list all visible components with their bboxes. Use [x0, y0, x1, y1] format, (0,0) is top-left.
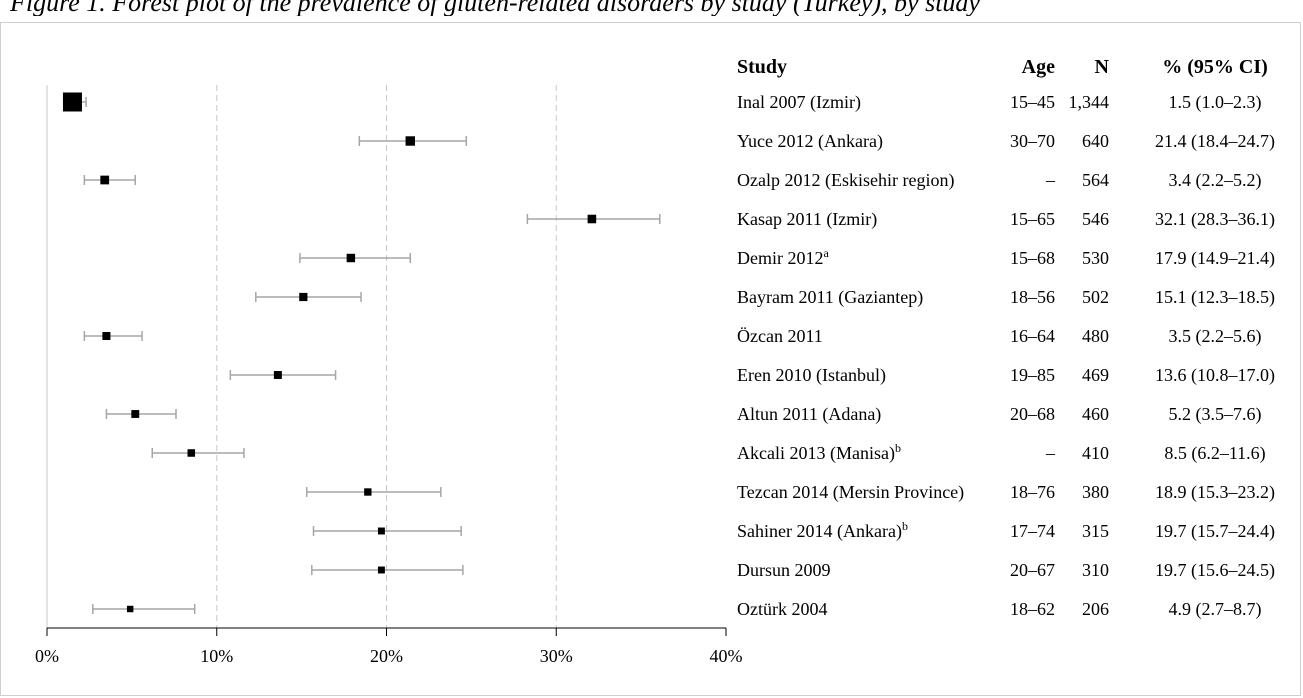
study-age: –: [1045, 170, 1056, 190]
point-estimate-marker: [102, 331, 111, 341]
study-ci: 5.2 (3.5–7.6): [1169, 404, 1262, 425]
study-age: 30–70: [1010, 131, 1055, 151]
study-n: 206: [1082, 599, 1109, 619]
point-estimate-marker: [405, 136, 415, 146]
study-age: 15–68: [1010, 248, 1055, 268]
study-n: 530: [1082, 248, 1109, 268]
study-ci: 32.1 (28.3–36.1): [1155, 209, 1275, 230]
point-estimates: [62, 92, 597, 613]
study-footnote-mark: a: [823, 246, 829, 260]
study-n: 380: [1082, 482, 1109, 502]
x-tick-label: 30%: [540, 646, 573, 666]
study-n: 310: [1082, 560, 1109, 580]
x-tick-label: 40%: [710, 646, 743, 666]
study-ci: 3.5 (2.2–5.6): [1169, 326, 1262, 347]
header-age: Age: [1022, 56, 1055, 78]
study-footnote-mark: b: [902, 519, 908, 533]
study-n: 410: [1082, 443, 1109, 463]
point-estimate-marker: [273, 371, 282, 379]
study-age: 17–74: [1010, 521, 1055, 541]
study-n: 460: [1082, 404, 1109, 424]
gridlines: [46, 85, 557, 628]
forest-plot: 0% 10% 20% 30% 40% Study Age N % (95% CI) In…: [35, 56, 1275, 666]
study-n: 564: [1082, 170, 1109, 190]
study-n: 640: [1082, 131, 1109, 151]
study-age: 15–65: [1010, 209, 1055, 229]
study-age: 16–64: [1010, 326, 1055, 346]
point-estimate-marker: [377, 566, 385, 574]
study-ci: 13.6 (10.8–17.0): [1155, 365, 1275, 386]
study-name: Bayram 2011 (Gaziantep): [737, 287, 923, 308]
study-ci: 4.9 (2.7–8.7): [1169, 599, 1262, 620]
study-ci: 8.5 (6.2–11.6): [1164, 443, 1265, 464]
study-ci: 19.7 (15.6–24.5): [1155, 560, 1275, 581]
header-n: N: [1095, 56, 1110, 78]
x-tick-label: 10%: [200, 646, 233, 666]
study-age: 18–62: [1010, 599, 1055, 619]
study-age: 20–68: [1010, 404, 1055, 424]
study-age: –: [1045, 443, 1056, 463]
study-n: 546: [1082, 209, 1109, 229]
study-n: 480: [1082, 326, 1109, 346]
header-study: Study: [737, 56, 787, 78]
point-estimate-marker: [299, 292, 308, 302]
study-name: Tezcan 2014 (Mersin Province): [737, 482, 964, 503]
study-name: Sahiner 2014 (Ankara)b: [737, 519, 908, 542]
point-estimate-marker: [126, 605, 134, 613]
study-table: Inal 2007 (Izmir) 15–45 1,344 1.5 (1.0–2.3)…: [737, 92, 1275, 620]
study-age: 19–85: [1010, 365, 1055, 385]
study-n: 502: [1082, 287, 1109, 307]
study-age: 18–56: [1010, 287, 1055, 307]
study-age: 20–67: [1010, 560, 1055, 580]
figure-caption: Figure 1. Forest plot of the prevalence …: [10, 0, 980, 16]
study-ci: 21.4 (18.4–24.7): [1155, 131, 1275, 152]
x-tick-label: 20%: [370, 646, 403, 666]
study-name: Özcan 2011: [737, 326, 823, 346]
study-ci: 15.1 (12.3–18.5): [1155, 287, 1275, 308]
study-n: 1,344: [1069, 92, 1110, 112]
x-tick-label: 0%: [35, 646, 59, 666]
study-n: 469: [1082, 365, 1109, 385]
forest-plot-figure: 0% 10% 20% 30% 40% Study Age N % (95% CI) In…: [0, 22, 1301, 696]
point-estimate-marker: [187, 449, 196, 457]
study-ci: 19.7 (15.7–24.4): [1155, 521, 1275, 542]
point-estimate-marker: [364, 488, 372, 496]
point-estimate-marker: [131, 410, 140, 418]
study-ci: 3.4 (2.2–5.2): [1169, 170, 1262, 191]
point-estimate-marker: [100, 175, 110, 185]
table-header: Study Age N % (95% CI): [737, 56, 1268, 78]
study-ci: 1.5 (1.0–2.3): [1169, 92, 1262, 113]
study-name: Inal 2007 (Izmir): [737, 92, 861, 113]
confidence-intervals: [63, 97, 661, 614]
study-age: 18–76: [1010, 482, 1055, 502]
study-footnote-mark: b: [895, 441, 901, 455]
study-name: Oztürk 2004: [737, 599, 827, 619]
study-age: 15–45: [1010, 92, 1055, 112]
point-estimate-marker: [377, 527, 385, 535]
study-name: Yuce 2012 (Ankara): [737, 131, 883, 152]
study-n: 315: [1082, 521, 1109, 541]
study-name: Eren 2010 (Istanbul): [737, 365, 886, 386]
study-name: Dursun 2009: [737, 560, 831, 580]
point-estimate-marker: [587, 214, 597, 224]
study-name: Kasap 2011 (Izmir): [737, 209, 877, 230]
study-ci: 17.9 (14.9–21.4): [1155, 248, 1275, 269]
study-name: Akcali 2013 (Manisa)b: [737, 441, 901, 464]
header-ci: % (95% CI): [1162, 56, 1268, 78]
study-name: Ozalp 2012 (Eskisehir region): [737, 170, 954, 191]
point-estimate-marker: [346, 253, 356, 263]
x-axis: 0% 10% 20% 30% 40%: [35, 627, 743, 666]
study-name: Demir 2012a: [737, 246, 829, 268]
study-ci: 18.9 (15.3–23.2): [1155, 482, 1275, 503]
point-estimate-marker: [62, 92, 82, 112]
study-name: Altun 2011 (Adana): [737, 404, 881, 425]
